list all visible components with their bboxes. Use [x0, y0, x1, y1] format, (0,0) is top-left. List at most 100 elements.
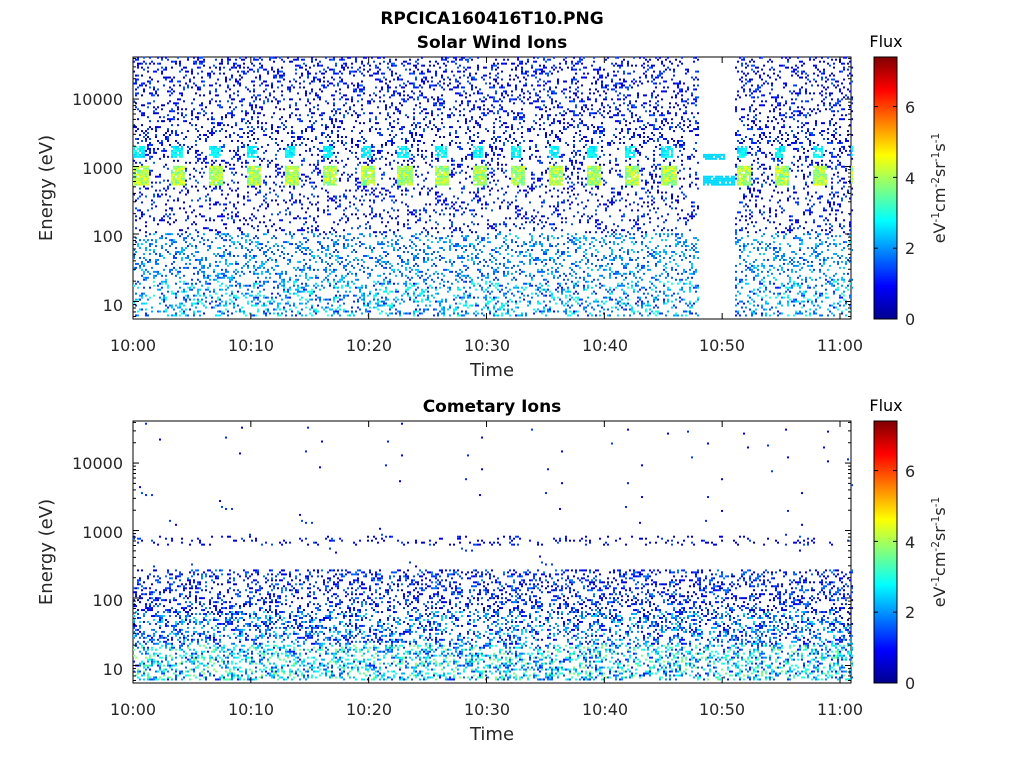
heatmap-cell — [403, 292, 405, 295]
heatmap-cell — [185, 66, 187, 69]
heatmap-cell — [437, 114, 439, 117]
heatmap-cell — [203, 227, 205, 230]
heatmap-cell — [383, 243, 385, 246]
heatmap-cell — [315, 227, 317, 230]
heatmap-cell — [221, 189, 223, 192]
heatmap-cell — [351, 62, 353, 65]
heatmap-cell — [407, 262, 409, 265]
heatmap-cell — [437, 128, 439, 131]
heatmap-cell — [351, 145, 353, 148]
heatmap-cell — [363, 270, 365, 273]
heatmap-cell — [419, 139, 421, 142]
heatmap-cell — [413, 84, 415, 87]
heatmap-cell — [351, 227, 353, 230]
heatmap-cell — [433, 314, 435, 317]
heatmap-cell — [201, 151, 203, 154]
heatmap-cell — [327, 209, 329, 212]
heatmap-cell — [143, 114, 145, 117]
heatmap-cell — [461, 213, 463, 216]
heatmap-cell — [457, 145, 459, 148]
heatmap-cell — [225, 268, 227, 271]
heatmap-cell — [323, 157, 325, 160]
heatmap-cell — [151, 94, 153, 97]
heatmap-cell — [133, 149, 135, 152]
heatmap-cell — [191, 145, 193, 148]
heatmap-cell — [349, 149, 351, 152]
heatmap-cell — [175, 251, 177, 254]
heatmap-cell — [289, 155, 291, 158]
heatmap-cell — [271, 302, 273, 305]
heatmap-cell — [145, 312, 147, 315]
heatmap-cell — [327, 173, 329, 176]
heatmap-cell — [157, 262, 159, 265]
heatmap-cell — [327, 306, 329, 309]
heatmap-cell — [299, 82, 301, 85]
heatmap-cell — [323, 167, 325, 170]
heatmap-cell — [369, 145, 371, 148]
heatmap-cell — [411, 235, 413, 238]
heatmap-cell — [143, 302, 145, 305]
heatmap-cell — [459, 296, 461, 299]
heatmap-cell — [399, 112, 401, 115]
heatmap-cell — [439, 181, 441, 184]
heatmap-cell — [175, 282, 177, 285]
heatmap-cell — [215, 151, 217, 154]
heatmap-cell — [405, 169, 407, 172]
heatmap-cell — [177, 159, 179, 162]
heatmap-cell — [397, 221, 399, 224]
heatmap-cell — [327, 151, 329, 154]
heatmap-cell — [201, 266, 203, 269]
heatmap-cell — [333, 124, 335, 127]
heatmap-cell — [205, 288, 207, 291]
heatmap-cell — [351, 312, 353, 315]
heatmap-cell — [329, 82, 331, 85]
heatmap-cell — [343, 82, 345, 85]
heatmap-cell — [439, 84, 441, 87]
heatmap-cell — [259, 163, 261, 166]
heatmap-cell — [135, 126, 137, 129]
heatmap-cell — [369, 112, 371, 115]
heatmap-cell — [441, 179, 443, 182]
heatmap-cell — [341, 66, 343, 69]
heatmap-cell — [323, 84, 325, 87]
heatmap-cell — [267, 270, 269, 273]
heatmap-cell — [437, 169, 439, 172]
heatmap-cell — [221, 282, 223, 285]
heatmap-cell — [203, 264, 205, 267]
heatmap-cell — [315, 260, 317, 263]
heatmap-cell — [403, 153, 405, 156]
heatmap-cell — [425, 308, 427, 311]
heatmap-cell — [403, 100, 405, 103]
heatmap-cell — [377, 258, 379, 261]
heatmap-cell — [353, 74, 355, 77]
heatmap-cell — [217, 124, 219, 127]
heatmap-cell — [311, 225, 313, 228]
heatmap-cell — [243, 145, 245, 148]
heatmap-cell — [313, 98, 315, 101]
heatmap-cell — [161, 141, 163, 144]
heatmap-cell — [243, 310, 245, 313]
heatmap-cell — [413, 282, 415, 285]
heatmap-cell — [427, 68, 429, 71]
heatmap-cell — [279, 308, 281, 311]
heatmap-cell — [445, 237, 447, 240]
heatmap-cell — [371, 112, 373, 115]
heatmap-cell — [409, 181, 411, 184]
heatmap-cell — [385, 118, 387, 121]
heatmap-cell — [179, 92, 181, 95]
heatmap-cell — [219, 254, 221, 257]
heatmap-cell — [429, 215, 431, 218]
heatmap-cell — [151, 266, 153, 269]
heatmap-cell — [139, 161, 141, 164]
heatmap-cell — [217, 296, 219, 299]
heatmap-cell — [389, 163, 391, 166]
heatmap-cell — [355, 183, 357, 186]
heatmap-cell — [361, 62, 363, 65]
heatmap-cell — [133, 147, 135, 150]
heatmap-cell — [359, 84, 361, 87]
heatmap-cell — [411, 90, 413, 93]
heatmap-cell — [251, 179, 253, 182]
heatmap-cell — [217, 304, 219, 307]
heatmap-cell — [291, 126, 293, 129]
heatmap-cell — [337, 130, 339, 133]
